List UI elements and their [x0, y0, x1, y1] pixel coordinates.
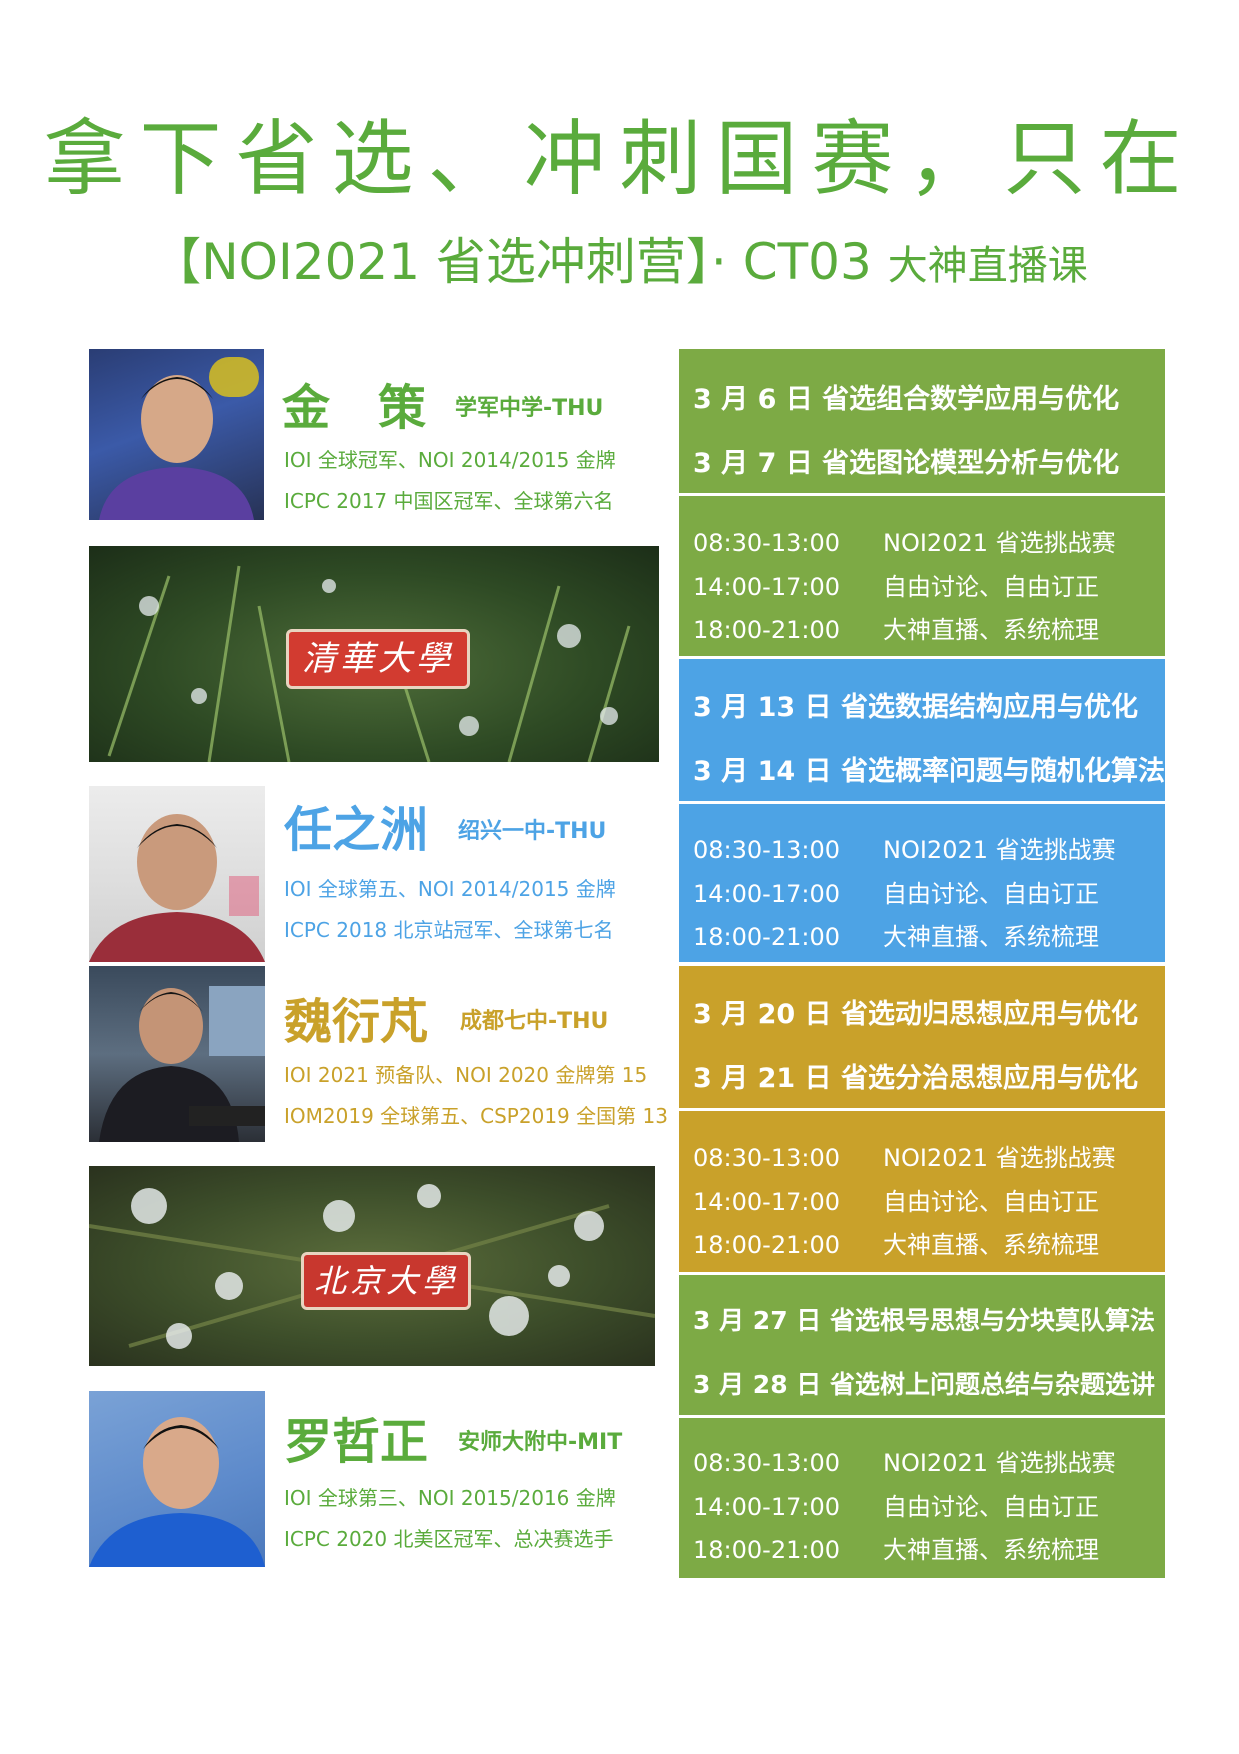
teacher-name-4: 罗哲正	[284, 1414, 429, 1470]
schedule-row: 14:00-17:00 自由讨论、自由订正	[693, 1182, 1099, 1217]
subtitle: 【NOI2021 省选冲刺营】· CT03 大神直播课	[0, 222, 1239, 294]
subtitle-main: 【NOI2021 省选冲刺营】· CT03	[151, 233, 872, 291]
person-icon	[89, 1417, 265, 1567]
week-block-4: 3 月 27 日 省选根号思想与分块莫队算法 3 月 28 日 省选树上问题总结…	[679, 1275, 1165, 1578]
tsinghua-badge: 清華大學	[286, 629, 470, 689]
divider	[679, 1108, 1165, 1111]
schedule-time: 08:30-13:00	[693, 1449, 840, 1477]
schedule-desc: 自由讨论、自由订正	[883, 1188, 1099, 1216]
week-1-day-2: 3 月 7 日 省选图论模型分析与优化	[693, 448, 1120, 479]
frost-grass-icon	[107, 565, 631, 762]
schedule-row: 08:30-13:00 NOI2021 省选挑战赛	[693, 830, 1116, 865]
week-4-day-2: 3 月 28 日 省选树上问题总结与杂题选讲	[693, 1370, 1156, 1399]
person-icon	[89, 814, 265, 962]
week-3-day-1: 3 月 20 日 省选动归思想应用与优化	[693, 999, 1138, 1030]
schedule-desc: NOI2021 省选挑战赛	[883, 1144, 1116, 1172]
week-4-day-1: 3 月 27 日 省选根号思想与分块莫队算法	[693, 1306, 1156, 1335]
teacher-ach-2a: IOI 全球第五、NOI 2014/2015 金牌	[284, 877, 616, 901]
schedule-row: 08:30-13:00 NOI2021 省选挑战赛	[693, 1138, 1116, 1173]
subtitle-suffix: 大神直播课	[887, 243, 1088, 289]
divider	[679, 801, 1165, 804]
schedule-time: 08:30-13:00	[693, 836, 840, 864]
schedule-desc: 自由讨论、自由订正	[883, 573, 1099, 601]
teacher-school-3: 成都七中-THU	[460, 1009, 609, 1034]
person-icon	[99, 357, 259, 520]
week-3-day-2: 3 月 21 日 省选分治思想应用与优化	[693, 1063, 1138, 1094]
teacher-ach-2b: ICPC 2018 北京站冠军、全球第七名	[284, 918, 614, 942]
peking-badge: 北京大學	[301, 1252, 471, 1310]
schedule-desc: 自由讨论、自由订正	[883, 880, 1099, 908]
teacher-ach-1b: ICPC 2017 中国区冠军、全球第六名	[284, 489, 614, 513]
teacher-ach-4b: ICPC 2020 北美区冠军、总决赛选手	[284, 1527, 614, 1551]
teacher-school-2: 绍兴一中-THU	[458, 819, 607, 844]
teacher-name-1: 金 策	[282, 380, 427, 436]
teacher-school-4: 安师大附中-MIT	[458, 1430, 623, 1455]
schedule-time: 18:00-21:00	[693, 1536, 840, 1564]
schedule-desc: 大神直播、系统梳理	[883, 1536, 1099, 1564]
schedule-desc: NOI2021 省选挑战赛	[883, 836, 1116, 864]
teacher-photo-4	[89, 1391, 265, 1567]
schedule-desc: NOI2021 省选挑战赛	[883, 1449, 1116, 1477]
divider	[679, 1415, 1165, 1418]
week-1-day-1: 3 月 6 日 省选组合数学应用与优化	[693, 384, 1120, 415]
week-block-3: 3 月 20 日 省选动归思想应用与优化 3 月 21 日 省选分治思想应用与优…	[679, 966, 1165, 1272]
person-icon	[99, 986, 265, 1142]
schedule-row: 14:00-17:00 自由讨论、自由订正	[693, 567, 1099, 602]
teacher-school-1: 学军中学-THU	[455, 396, 604, 421]
schedule-time: 18:00-21:00	[693, 923, 840, 951]
schedule-row: 18:00-21:00 大神直播、系统梳理	[693, 1225, 1099, 1260]
teacher-photo-2	[89, 786, 265, 962]
schedule-time: 18:00-21:00	[693, 1231, 840, 1259]
schedule-time: 14:00-17:00	[693, 573, 840, 601]
tsinghua-badge-photo: 清華大學	[89, 546, 659, 762]
teacher-photo-3	[89, 966, 265, 1142]
teacher-name-2: 任之洲	[284, 802, 429, 858]
schedule-desc: 自由讨论、自由订正	[883, 1493, 1099, 1521]
schedule-desc: NOI2021 省选挑战赛	[883, 529, 1116, 557]
teacher-ach-3a: IOI 2021 预备队、NOI 2020 金牌第 15	[284, 1063, 648, 1087]
main-title: 拿下省选、冲刺国赛，只在	[43, 112, 1196, 207]
teacher-photo-1	[89, 349, 264, 520]
schedule-time: 08:30-13:00	[693, 529, 840, 557]
schedule-time: 14:00-17:00	[693, 880, 840, 908]
schedule-desc: 大神直播、系统梳理	[883, 1231, 1099, 1259]
schedule-row: 18:00-21:00 大神直播、系统梳理	[693, 917, 1099, 952]
schedule-row: 18:00-21:00 大神直播、系统梳理	[693, 610, 1099, 645]
teacher-ach-1a: IOI 全球冠军、NOI 2014/2015 金牌	[284, 448, 616, 472]
week-block-1: 3 月 6 日 省选组合数学应用与优化 3 月 7 日 省选图论模型分析与优化 …	[679, 349, 1165, 656]
schedule-row: 18:00-21:00 大神直播、系统梳理	[693, 1530, 1099, 1565]
schedule-row: 14:00-17:00 自由讨论、自由订正	[693, 874, 1099, 909]
week-block-2: 3 月 13 日 省选数据结构应用与优化 3 月 14 日 省选概率问题与随机化…	[679, 659, 1165, 962]
schedule-time: 14:00-17:00	[693, 1493, 840, 1521]
teacher-name-3: 魏衍芃	[284, 994, 429, 1050]
peking-badge-photo: 北京大學	[89, 1166, 655, 1366]
schedule-row: 14:00-17:00 自由讨论、自由订正	[693, 1487, 1099, 1522]
divider	[679, 493, 1165, 496]
schedule-desc: 大神直播、系统梳理	[883, 616, 1099, 644]
schedule-time: 08:30-13:00	[693, 1144, 840, 1172]
teacher-ach-3b: IOM2019 全球第五、CSP2019 全国第 13	[284, 1104, 668, 1128]
teacher-ach-4a: IOI 全球第三、NOI 2015/2016 金牌	[284, 1486, 616, 1510]
schedule-row: 08:30-13:00 NOI2021 省选挑战赛	[693, 523, 1116, 558]
week-2-day-1: 3 月 13 日 省选数据结构应用与优化	[693, 692, 1138, 723]
schedule-time: 14:00-17:00	[693, 1188, 840, 1216]
schedule-time: 18:00-21:00	[693, 616, 840, 644]
schedule-desc: 大神直播、系统梳理	[883, 923, 1099, 951]
schedule-row: 08:30-13:00 NOI2021 省选挑战赛	[693, 1443, 1116, 1478]
week-2-day-2: 3 月 14 日 省选概率问题与随机化算法	[693, 756, 1165, 787]
